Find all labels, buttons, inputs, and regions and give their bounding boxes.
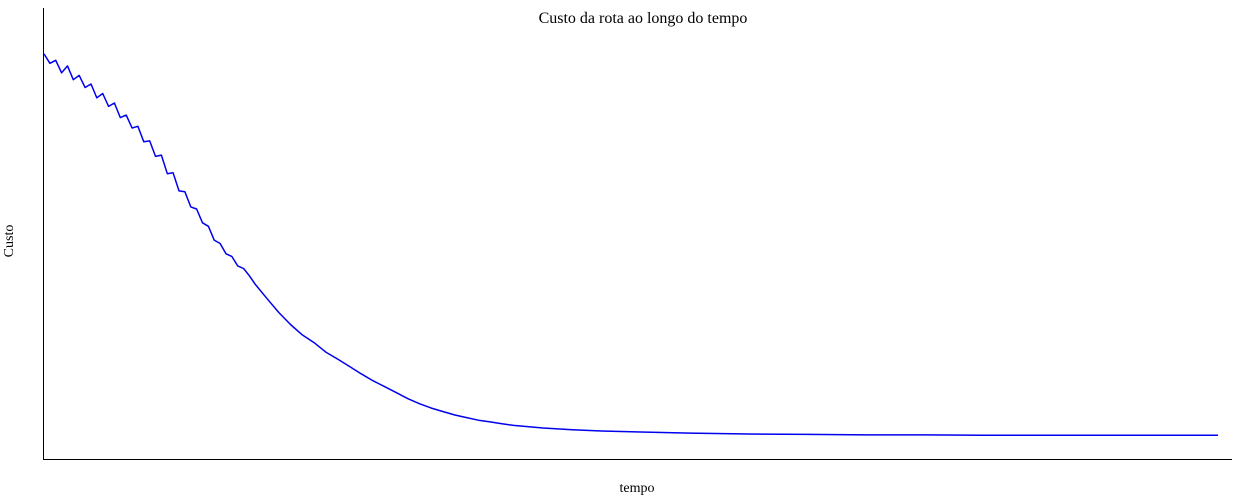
series-layer — [43, 53, 1218, 437]
y-axis-label: Custo — [2, 225, 17, 258]
chart-title: Custo da rota ao longo do tempo — [539, 10, 748, 27]
x-axis-label: tempo — [620, 481, 655, 496]
series-line-1 — [43, 53, 1218, 437]
